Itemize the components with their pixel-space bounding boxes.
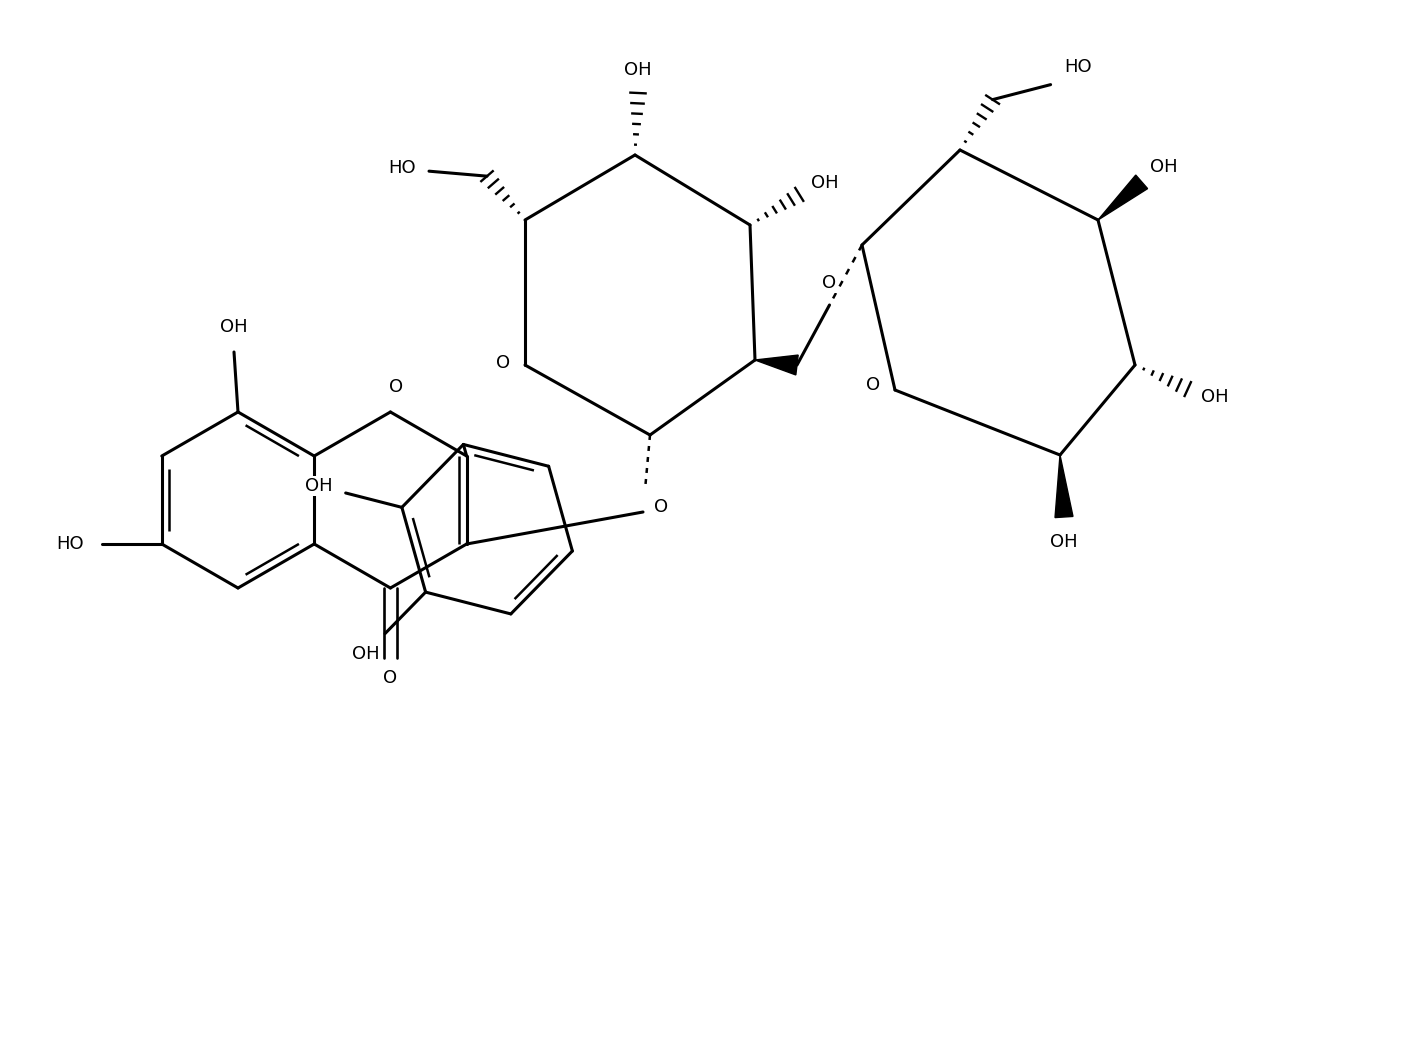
Text: OH: OH — [220, 318, 248, 336]
Text: O: O — [390, 378, 404, 396]
Polygon shape — [1098, 175, 1148, 220]
Text: O: O — [383, 669, 397, 687]
Text: HO: HO — [1064, 58, 1091, 76]
Text: OH: OH — [811, 174, 839, 191]
Text: O: O — [653, 498, 667, 515]
Text: HO: HO — [56, 535, 83, 553]
Polygon shape — [1055, 456, 1073, 518]
Text: HO: HO — [389, 159, 415, 177]
Text: OH: OH — [1150, 159, 1178, 177]
Polygon shape — [755, 356, 798, 375]
Text: O: O — [866, 376, 880, 394]
Text: OH: OH — [1050, 533, 1077, 551]
Text: O: O — [496, 355, 510, 372]
Text: OH: OH — [1201, 387, 1229, 406]
Text: OH: OH — [624, 61, 652, 79]
Text: OH: OH — [352, 645, 379, 663]
Text: OH: OH — [304, 477, 332, 495]
Text: O: O — [822, 274, 836, 292]
